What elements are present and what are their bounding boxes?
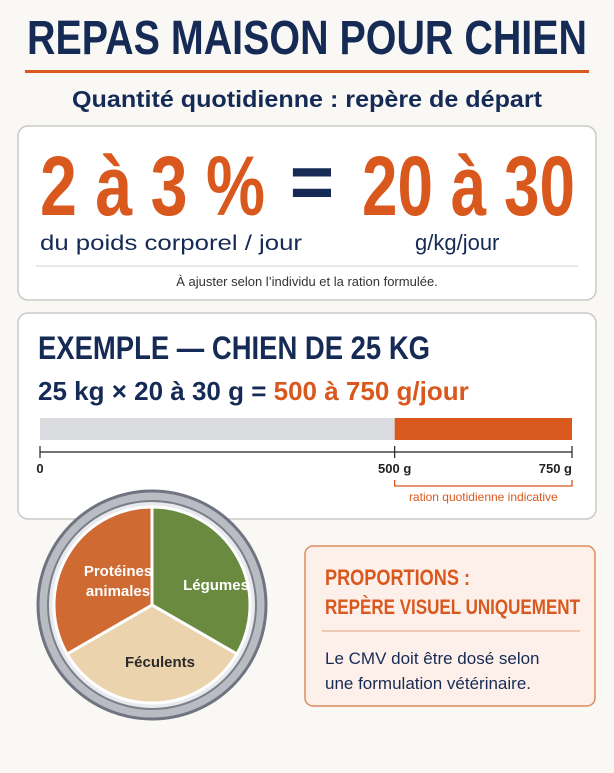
protein-section: [52, 505, 154, 657]
proportions-text: Le CMV doit être dosé selon: [325, 649, 540, 668]
per-kg-caption: g/kg/jour: [415, 230, 499, 255]
percent-caption: du poids corporel / jour: [40, 232, 302, 255]
vegetables-label: Légumes: [183, 577, 249, 594]
scale: 0 500 g 750 g ration quotidienne indicative: [36, 418, 573, 504]
title-rule: [25, 70, 589, 73]
example-formula: 25 kg × 20 à 30 g = 500 à 750 g/jour: [38, 376, 469, 406]
range-label: ration quotidienne indicative: [409, 490, 558, 504]
amount-card: [17, 125, 597, 301]
result: 500 à 750 g/jour: [274, 376, 469, 406]
proportions-text: une formulation vétérinaire.: [325, 674, 531, 693]
formula: 25 kg × 20 à 30 g =: [38, 376, 274, 406]
title: REPAS MAISON POUR CHIEN: [27, 12, 587, 65]
ration-range-bar: [394, 418, 572, 440]
tick-label: 0: [36, 461, 43, 476]
protein-label: Protéines animales: [84, 563, 152, 600]
starch-section: [65, 603, 239, 705]
vegetables-section: [150, 505, 252, 657]
equals-sign: =: [290, 140, 334, 225]
example-card: [17, 312, 597, 520]
proportions-title: PROPORTIONS :: [325, 565, 470, 590]
subtitle: Quantité quotidienne : repère de départ: [72, 86, 542, 112]
percent-range: 2 à 3 %: [40, 139, 265, 233]
protein-label-line: Protéines: [84, 563, 152, 580]
per-kg-range: 20 à 30: [362, 139, 575, 233]
plate: Protéines animales Légumes Féculents: [36, 489, 268, 721]
tick-label: 500 g: [378, 461, 411, 476]
proportions-card: [304, 545, 596, 707]
example-title: EXEMPLE — CHIEN DE 25 KG: [38, 330, 430, 366]
protein-label-line: animales: [86, 583, 150, 600]
range-bracket: [394, 480, 573, 487]
proportions-subtitle: REPÈRE VISUEL UNIQUEMENT: [325, 596, 580, 619]
tick-label: 750 g: [539, 461, 572, 476]
bar-background: [40, 418, 395, 440]
starch-label: Féculents: [125, 654, 195, 671]
note: À ajuster selon l’individu et la ration …: [176, 274, 438, 289]
